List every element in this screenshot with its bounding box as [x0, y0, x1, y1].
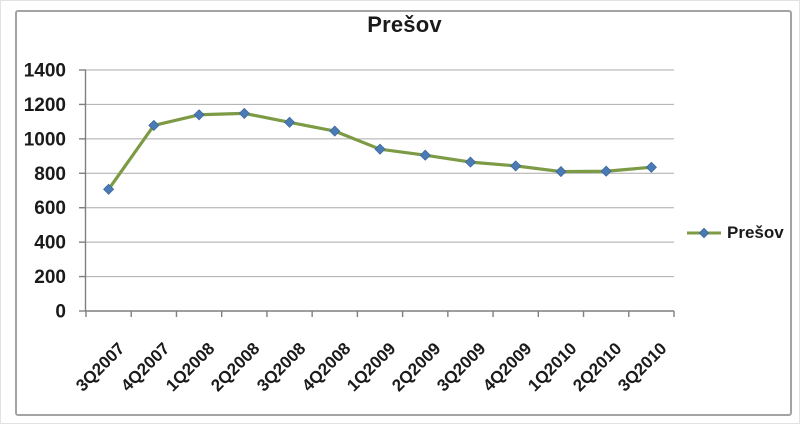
data-point-marker: [510, 160, 522, 172]
data-point-marker: [374, 143, 386, 155]
legend-line-marker-icon: [687, 227, 721, 239]
data-point-marker: [329, 125, 341, 137]
chart-frame: [15, 10, 792, 416]
y-axis-label: 400: [34, 233, 66, 254]
chart-title: Prešov: [367, 12, 442, 37]
y-axis-label: 1000: [24, 129, 66, 150]
y-axis-label: 200: [34, 267, 66, 288]
data-point-marker: [600, 165, 612, 177]
data-point-marker: [193, 109, 205, 121]
data-point-marker: [419, 149, 431, 161]
data-point-marker: [555, 165, 567, 178]
legend-label: Prešov: [727, 223, 784, 242]
data-point-marker: [238, 107, 250, 119]
data-point-marker: [148, 119, 160, 131]
y-axis-label: 0: [55, 302, 66, 323]
data-point-marker: [645, 161, 657, 173]
data-point-marker: [283, 116, 296, 128]
legend: Prešov: [686, 223, 784, 243]
y-axis-label: 1200: [24, 95, 66, 116]
data-point-marker: [464, 156, 477, 168]
y-axis-label: 800: [34, 164, 66, 185]
y-axis-label: 1400: [24, 61, 66, 82]
data-point-marker: [103, 183, 115, 195]
y-axis-label: 600: [34, 198, 66, 219]
